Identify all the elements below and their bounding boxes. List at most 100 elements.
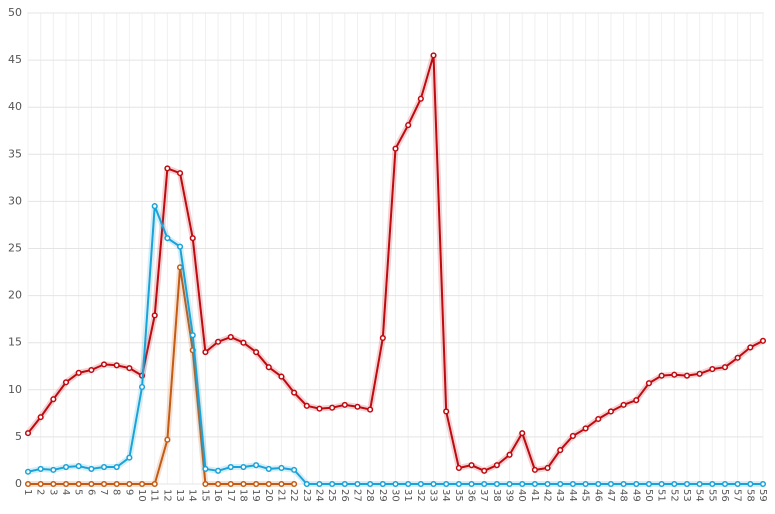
x-tick-label: 54 [694, 489, 705, 502]
point [759, 337, 767, 344]
point [253, 480, 260, 488]
point [227, 333, 234, 341]
point [379, 334, 386, 342]
x-tick-label: 49 [630, 489, 641, 502]
point [202, 480, 209, 488]
x-tick-label: 51 [656, 489, 667, 502]
point [620, 401, 627, 408]
point [329, 404, 336, 411]
point [164, 235, 171, 242]
point [100, 361, 108, 368]
point [430, 52, 437, 59]
point [633, 480, 640, 488]
point [62, 463, 70, 471]
x-tick-label: 13 [174, 489, 185, 502]
x-tick-label: 20 [263, 489, 274, 502]
x-tick-label: 21 [275, 489, 286, 502]
point [645, 380, 652, 387]
point [62, 379, 70, 386]
point [24, 430, 32, 437]
point [367, 406, 374, 413]
point [151, 312, 158, 319]
x-tick-label: 4 [60, 489, 71, 495]
point [278, 373, 285, 380]
point [139, 383, 146, 391]
point [100, 480, 108, 488]
point [100, 463, 108, 471]
point [747, 344, 754, 351]
y-tick-label: 10 [8, 383, 22, 396]
y-tick-label: 20 [8, 289, 22, 302]
point [37, 465, 44, 472]
point [88, 465, 95, 472]
point [278, 464, 285, 472]
point [569, 480, 576, 488]
point [531, 480, 538, 488]
point [455, 480, 462, 488]
point [303, 480, 310, 488]
point [253, 349, 260, 356]
x-tick-label: 53 [681, 489, 692, 502]
point [595, 480, 602, 488]
x-tick-label: 2 [35, 489, 46, 495]
x-tick-label: 18 [237, 489, 248, 502]
x-tick-label: 14 [187, 489, 198, 502]
point [607, 480, 614, 488]
point [189, 332, 196, 339]
point [759, 480, 767, 488]
point [620, 480, 627, 488]
point [354, 480, 361, 488]
point [443, 408, 450, 415]
point [189, 235, 196, 242]
point [113, 480, 120, 488]
x-tick-label: 6 [85, 489, 96, 495]
point [709, 480, 716, 488]
point [227, 463, 234, 471]
point [253, 462, 260, 469]
point [506, 451, 513, 458]
x-tick-label: 41 [529, 489, 540, 502]
point [595, 415, 602, 423]
point [202, 465, 209, 472]
point [519, 430, 526, 437]
series-line [28, 266, 295, 485]
x-tick-label: 59 [757, 489, 768, 502]
y-tick-label: 35 [8, 147, 22, 160]
point [367, 480, 374, 488]
point [544, 464, 551, 472]
point [50, 396, 57, 403]
point [240, 339, 247, 346]
x-tick-label: 39 [504, 489, 515, 502]
point [671, 371, 678, 378]
point [519, 480, 526, 488]
x-tick-label: 28 [364, 489, 375, 502]
point [164, 165, 171, 172]
point [113, 463, 120, 471]
y-tick-label: 40 [8, 100, 22, 113]
point [557, 447, 564, 454]
point [50, 480, 57, 488]
point [240, 463, 247, 471]
point [417, 480, 424, 488]
point [291, 480, 298, 488]
point [240, 480, 247, 488]
y-tick-label: 50 [8, 6, 22, 19]
point [582, 480, 589, 488]
point [227, 480, 234, 488]
point [392, 145, 399, 152]
point [126, 365, 133, 372]
point [582, 425, 589, 432]
point [683, 372, 691, 379]
point [265, 465, 272, 472]
point [215, 338, 222, 345]
point [151, 203, 158, 210]
y-tick-label: 15 [8, 336, 22, 349]
point [291, 466, 298, 473]
point [671, 480, 678, 488]
point [215, 480, 222, 488]
x-tick-label: 37 [478, 489, 489, 502]
x-tick-label: 15 [199, 489, 210, 502]
point [164, 436, 171, 443]
point [88, 480, 95, 488]
point [544, 480, 551, 488]
